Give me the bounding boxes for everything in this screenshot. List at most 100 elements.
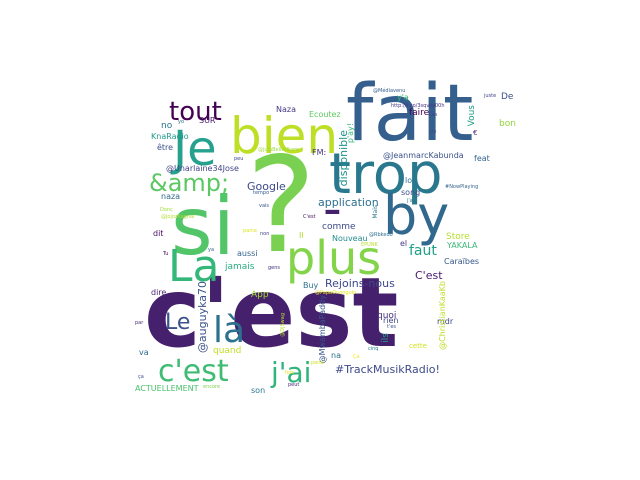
cloud-word: Le xyxy=(165,310,191,335)
word-cloud-canvas: c'est ? fait si trop bien by - plus Je L… xyxy=(133,75,521,399)
cloud-word: tout xyxy=(169,97,222,127)
cloud-word: App xyxy=(251,290,269,300)
cloud-word: fait xyxy=(346,69,474,159)
cloud-word: aussi xyxy=(237,249,258,258)
cloud-word: quand xyxy=(213,346,242,356)
cloud-word: song xyxy=(401,188,421,197)
cloud-word: no xyxy=(161,121,173,131)
cloud-word: Nouveau xyxy=(332,234,368,243)
cloud-word: fois xyxy=(285,370,294,376)
cloud-word: y'a xyxy=(397,93,409,102)
cloud-word: yo xyxy=(178,119,185,125)
cloud-word: ça xyxy=(138,374,144,380)
cloud-word: ACTUELLEMENT xyxy=(135,384,199,393)
cloud-word: dit xyxy=(153,229,164,238)
cloud-word: va xyxy=(139,348,149,357)
cloud-word: bien xyxy=(230,107,339,165)
cloud-word: YAKALA xyxy=(447,241,478,250)
cloud-word: @auguyka70 xyxy=(196,281,209,354)
cloud-word: lo xyxy=(405,176,413,185)
cloud-word: C'est xyxy=(415,269,443,282)
cloud-word: vie xyxy=(429,129,437,135)
cloud-word: Store xyxy=(446,232,470,242)
cloud-word: c'est xyxy=(144,257,399,369)
cloud-word: KnaRadio xyxy=(151,132,189,141)
cloud-word: Vous xyxy=(467,105,477,127)
cloud-word: by xyxy=(383,184,450,247)
cloud-word: Google xyxy=(247,180,286,193)
cloud-word: peut xyxy=(288,382,300,388)
cloud-word: j'ai xyxy=(271,356,312,389)
cloud-word: Ecoutez xyxy=(309,110,341,119)
cloud-word: Donc xyxy=(160,207,173,213)
cloud-word: Tu xyxy=(163,251,169,257)
cloud-word: na xyxy=(331,351,341,360)
cloud-word: Naza xyxy=(276,105,296,114)
cloud-word: faire xyxy=(409,108,430,118)
cloud-word: là xyxy=(213,310,246,351)
cloud-word: el xyxy=(400,239,408,248)
cloud-word: Ça xyxy=(353,354,360,360)
cloud-word: - xyxy=(323,179,342,239)
cloud-word: feat xyxy=(474,154,490,163)
cloud-word: ÉPUNK xyxy=(361,242,378,248)
cloud-word: ils xyxy=(381,333,391,343)
cloud-word: @Unarlaine34Jose xyxy=(166,164,239,173)
cloud-word: Je xyxy=(173,121,217,177)
cloud-word: être xyxy=(157,143,174,152)
cloud-word: ya xyxy=(208,247,215,253)
cloud-word: non xyxy=(260,231,270,237)
cloud-word: @Médiavenu xyxy=(373,88,406,94)
cloud-word: @PapaOnongolo xyxy=(315,290,357,296)
cloud-word: bon xyxy=(499,119,516,129)
cloud-word: cette xyxy=(409,342,427,350)
cloud-word: #NowPlaying xyxy=(445,184,479,190)
cloud-word: jamais xyxy=(225,262,255,272)
cloud-word: son xyxy=(251,386,266,395)
cloud-word: parce xyxy=(243,228,258,234)
cloud-word: @jujuBelloUkaro xyxy=(258,147,299,153)
cloud-word: @jojozKagnai xyxy=(161,214,195,220)
cloud-word: #TrackMusikRadio! xyxy=(335,363,440,376)
cloud-word: faut xyxy=(409,243,437,259)
cloud-word: t'es xyxy=(387,324,397,330)
cloud-word: &amp; xyxy=(149,169,230,197)
cloud-word: naza xyxy=(161,192,181,201)
cloud-word: Il xyxy=(299,231,304,240)
cloud-word: j'ai xyxy=(407,198,415,204)
cloud-word: quoi xyxy=(377,311,397,321)
cloud-word: SUR xyxy=(199,116,216,125)
cloud-word: @ChristianKaaKb xyxy=(438,281,447,350)
cloud-word: ? xyxy=(246,129,317,283)
cloud-word: trop xyxy=(329,142,443,207)
cloud-word: @JeanmarcKabunda xyxy=(383,151,464,160)
cloud-word: Rejoins-nous xyxy=(325,277,395,290)
cloud-word: application xyxy=(318,196,379,209)
cloud-word: @Rbkedo xyxy=(369,232,393,238)
cloud-word: par xyxy=(135,320,144,326)
cloud-word: Les xyxy=(429,112,438,118)
cloud-word: FM: xyxy=(312,148,327,157)
cloud-word: parle xyxy=(311,360,324,366)
cloud-word: rien xyxy=(383,316,399,325)
cloud-word: cinq xyxy=(368,346,379,352)
cloud-word: Buy xyxy=(303,281,319,290)
cloud-word: De xyxy=(501,92,514,102)
cloud-word: juste xyxy=(484,93,497,99)
cloud-word: vais xyxy=(259,203,270,209)
cloud-word: La xyxy=(168,241,220,292)
cloud-word: tempo xyxy=(253,190,270,196)
cloud-word: comme xyxy=(322,222,356,232)
cloud-word: c'est xyxy=(158,354,229,389)
cloud-word: p'ay! xyxy=(346,123,355,144)
cloud-word: Caraïbes xyxy=(444,257,480,266)
cloud-word: si xyxy=(171,180,235,273)
cloud-word: mdr xyxy=(437,317,454,326)
cloud-word: dire xyxy=(151,288,167,297)
cloud-word: peu xyxy=(234,156,244,162)
cloud-word: @MwambaPaddy xyxy=(318,295,327,364)
cloud-word: plus xyxy=(286,231,382,285)
cloud-word: @DjSwag xyxy=(280,313,286,337)
cloud-word: gens xyxy=(268,265,281,271)
